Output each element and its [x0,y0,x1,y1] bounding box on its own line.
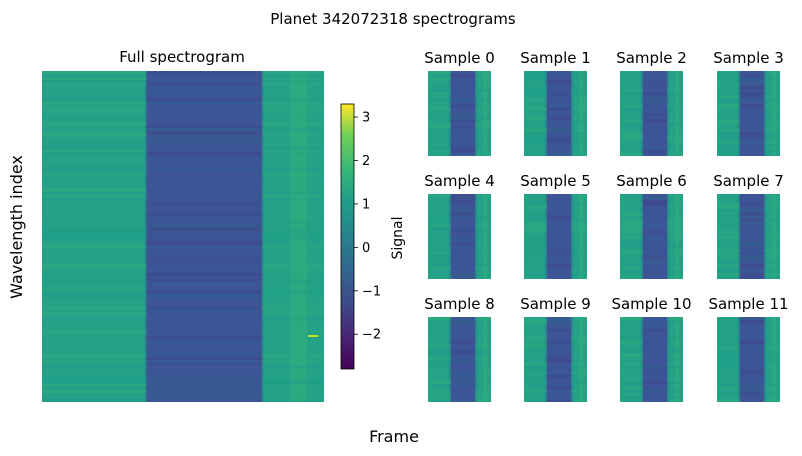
sample-heatmap [717,194,780,279]
sample-title: Sample 6 [616,172,687,190]
sample-panel: Sample 8 [424,295,495,402]
sample-heatmap [620,71,683,156]
x-axis-label: Frame [369,427,419,446]
sample-title: Sample 9 [520,295,591,313]
sample-panel: Sample 2 [616,49,687,156]
sample-title: Sample 0 [424,49,495,67]
full-spectrogram-heatmap [42,71,324,402]
sample-panel: Sample 6 [616,172,687,279]
sample-heatmap [620,317,683,402]
y-axis-label: Wavelength index [7,155,26,299]
sample-title: Sample 7 [713,172,784,190]
sample-heatmap [428,71,491,156]
sample-panel: Sample 10 [611,295,692,402]
sample-panel: Sample 3 [713,49,784,156]
sample-title: Sample 10 [611,295,691,313]
sample-title: Sample 11 [708,295,788,313]
sample-heatmap [717,71,780,156]
colorbar-tick-label: 2 [362,154,370,169]
colorbar-gradient [340,103,355,370]
sample-panel: Sample 7 [713,172,784,279]
colorbar-ticks: −2 −1 0 1 2 3 [354,111,381,343]
sample-heatmap [620,194,683,279]
sample-title: Sample 5 [520,172,591,190]
colorbar-label: Signal [390,216,406,259]
sample-heatmap [524,194,587,279]
figure-suptitle: Planet 342072318 spectrograms [270,10,516,28]
sample-title: Sample 2 [616,49,687,67]
colorbar-tick-label: −2 [362,328,381,343]
colorbar-tick-label: 3 [362,111,370,126]
sample-heatmap [428,317,491,402]
sample-panel: Sample 4 [424,172,495,279]
colorbar-tick-label: 1 [362,197,370,212]
sample-heatmap [717,317,780,402]
sample-panel: Sample 11 [708,295,789,402]
sample-title: Sample 3 [713,49,784,67]
sample-panel: Sample 1 [520,49,591,156]
full-spectrogram-title: Full spectrogram [119,48,245,66]
full-spectrogram-image [42,71,324,402]
sample-panel: Sample 5 [520,172,591,279]
sample-panel: Sample 0 [424,49,495,156]
sample-title: Sample 4 [424,172,495,190]
colorbar-tick-label: −1 [362,284,381,299]
sample-heatmap [428,194,491,279]
sample-panel: Sample 9 [520,295,591,402]
sample-grid: Sample 0 Sample 1 Sample 2 Sample 3 Sample 4… [424,49,789,402]
sample-heatmap [524,71,587,156]
sample-heatmap [524,317,587,402]
colorbar-tick-label: 0 [362,241,370,256]
sample-title: Sample 8 [424,295,495,313]
sample-title: Sample 1 [520,49,591,67]
outlier-pixel [308,335,318,337]
